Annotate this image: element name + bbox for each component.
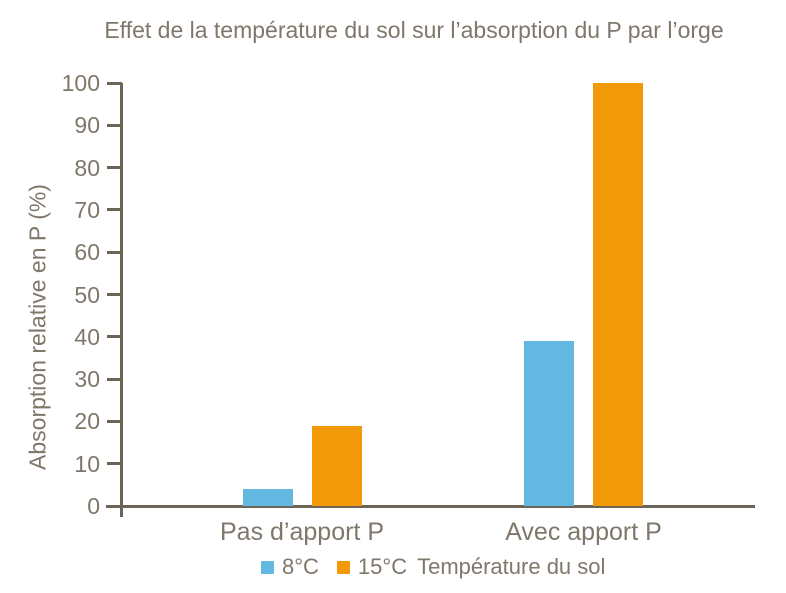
legend-label-15c: 15°C [357,554,408,579]
x-category-label: Avec apport P [505,518,662,546]
bar-8C-0 [242,489,293,506]
y-axis-tick-label: 20 [74,408,100,435]
bar-15C-1 [593,83,643,506]
x-axis-line [106,505,755,508]
y-axis-tick-label: 80 [74,154,100,181]
y-axis-tick [107,419,122,423]
legend-swatch-8c [261,560,274,574]
y-axis-tick-label: 60 [74,239,100,266]
y-axis-tick-label: 0 [87,493,100,519]
legend-label-8c: 8°C [282,554,319,579]
y-axis-tick-label: 70 [74,196,100,223]
y-axis-tick-label: 10 [74,450,100,477]
chart-title: Effet de la température du sol sur l’abs… [104,17,724,43]
x-category-label: Pas d’apport P [220,518,384,546]
y-axis-tick [107,335,122,339]
y-axis-tick [107,504,122,508]
y-axis-tick-label: 90 [74,112,100,139]
y-axis-tick [107,293,122,296]
y-axis-tick-label: 40 [74,323,100,350]
y-axis-tick [107,166,122,170]
legend: 8°C 15°C Température du sol [261,553,605,581]
y-axis-tick-label: 30 [74,366,100,393]
y-axis-tick [107,462,122,466]
y-axis-tick [107,208,122,212]
legend-swatch-15c [336,560,350,574]
y-axis-tick-label: 50 [74,281,100,308]
y-axis-tick [107,81,122,85]
bar-15C-0 [311,425,362,506]
y-axis-tick [107,250,122,254]
y-axis-tick [107,377,122,381]
legend-title: Température du sol [417,554,606,579]
y-axis-tick [107,123,122,127]
y-axis-tick-label: 100 [61,70,100,96]
y-axis-line [120,83,123,517]
bar-8C-1 [524,341,574,506]
